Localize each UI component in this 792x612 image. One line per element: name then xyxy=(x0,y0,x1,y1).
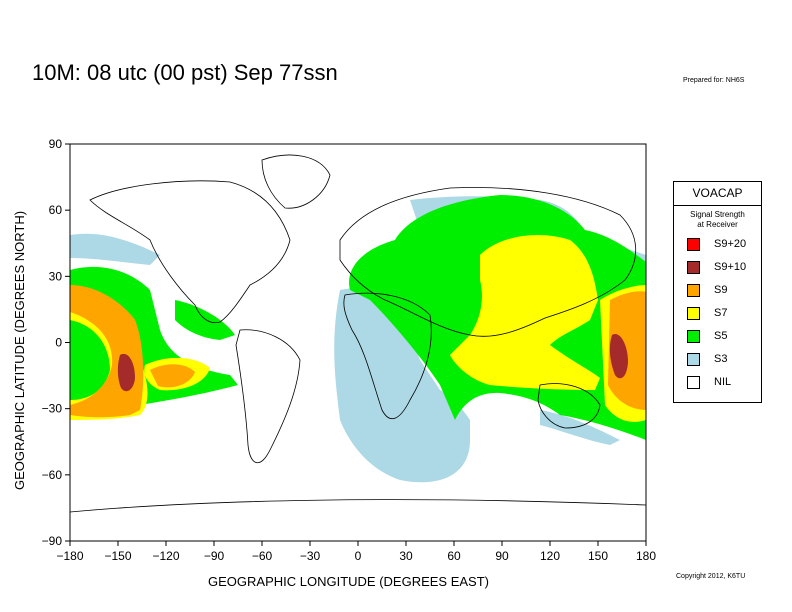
x-tick-label: −120 xyxy=(152,549,179,563)
legend-item: S7 xyxy=(674,304,761,327)
legend-item: S3 xyxy=(674,350,761,373)
legend-swatch xyxy=(687,307,700,320)
legend-swatch xyxy=(687,238,700,251)
south-america-outline xyxy=(235,329,301,463)
zone-s9p10-west xyxy=(117,353,135,392)
x-tick-label: 120 xyxy=(540,549,560,563)
y-tick-label: 0 xyxy=(55,336,62,350)
signal-zones xyxy=(70,195,646,483)
legend-swatch xyxy=(687,330,700,343)
legend-label: S9 xyxy=(714,284,728,296)
legend-item: S9+10 xyxy=(674,258,761,281)
y-axis-ticks: 90 60 30 0 −30 −60 −90 xyxy=(42,137,70,548)
y-axis-label: GEOGRAPHIC LATITUDE (DEGREES NORTH) xyxy=(12,210,27,490)
chart-title: 10M: 08 utc (00 pst) Sep 77ssn xyxy=(32,60,338,85)
europe-asia-outline xyxy=(339,187,637,337)
x-tick-label: 90 xyxy=(495,549,509,563)
north-america-outline xyxy=(89,180,291,324)
coastlines xyxy=(70,154,646,513)
legend-subtitle-line1: Signal Strength xyxy=(690,210,745,219)
legend-label: S3 xyxy=(714,353,728,365)
y-tick-label: 60 xyxy=(49,203,63,217)
legend-label: NIL xyxy=(714,376,732,388)
legend-label: S9+10 xyxy=(714,261,747,273)
legend-list: S9+20 S9+10 S9 S7 S5 S3 NIL xyxy=(674,235,761,396)
x-tick-label: 60 xyxy=(447,549,461,563)
x-tick-label: −90 xyxy=(204,549,225,563)
legend: VOACAP Signal Strength at Receiver S9+20… xyxy=(673,181,762,403)
copyright-notice: Copyright 2012, K6TU xyxy=(676,573,746,580)
legend-swatch xyxy=(687,376,700,389)
y-tick-label: 30 xyxy=(49,269,63,283)
zone-s3-australia-south xyxy=(540,410,620,445)
x-tick-label: 0 xyxy=(355,549,362,563)
x-tick-label: 150 xyxy=(588,549,608,563)
x-tick-label: −60 xyxy=(252,549,273,563)
legend-swatch xyxy=(687,353,700,366)
africa-outline xyxy=(343,292,432,420)
x-tick-label: 180 xyxy=(636,549,656,563)
x-tick-label: −180 xyxy=(56,549,83,563)
zone-s3-pacific-north xyxy=(70,233,160,265)
antarctica-outline xyxy=(70,499,646,513)
prepared-for: Prepared for: NH6S xyxy=(683,77,745,84)
australia-outline xyxy=(537,383,601,429)
y-tick-label: −90 xyxy=(42,534,63,548)
legend-subtitle: Signal Strength at Receiver xyxy=(674,210,761,230)
greenland-outline xyxy=(261,154,331,209)
zone-s7-asia xyxy=(450,235,600,390)
legend-label: S9+20 xyxy=(714,238,747,250)
legend-item: S5 xyxy=(674,327,761,350)
legend-subtitle-line2: at Receiver xyxy=(697,220,738,229)
y-tick-label: −30 xyxy=(42,402,63,416)
y-tick-label: 90 xyxy=(49,137,63,151)
legend-swatch xyxy=(687,261,700,274)
x-tick-label: −150 xyxy=(104,549,131,563)
zone-s9-central-pacific xyxy=(150,364,195,388)
legend-label: S7 xyxy=(714,307,728,319)
legend-swatch xyxy=(687,284,700,297)
x-tick-label: −30 xyxy=(300,549,321,563)
zone-s9p10-east xyxy=(609,334,628,379)
x-axis-label: GEOGRAPHIC LONGITUDE (DEGREES EAST) xyxy=(208,574,489,589)
legend-item: NIL xyxy=(674,373,761,396)
legend-title: VOACAP xyxy=(674,182,761,206)
zone-s9-east-edge xyxy=(608,291,646,410)
legend-item: S9+20 xyxy=(674,235,761,258)
legend-item: S9 xyxy=(674,281,761,304)
zone-s5-mexico xyxy=(175,300,235,340)
y-tick-label: −60 xyxy=(42,468,63,482)
legend-label: S5 xyxy=(714,330,728,342)
x-tick-label: 30 xyxy=(399,549,413,563)
x-axis-ticks: −180 −150 −120 −90 −60 −30 0 30 60 90 120 150 180 xyxy=(56,541,656,563)
zone-s3-africa-indian xyxy=(334,285,470,483)
